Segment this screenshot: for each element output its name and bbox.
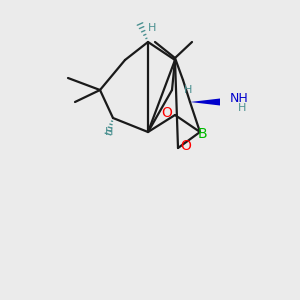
Text: NH: NH [230,92,249,104]
Text: O: O [181,139,191,153]
Text: H: H [105,127,113,137]
Polygon shape [190,98,220,106]
Text: B: B [197,127,207,141]
Text: O: O [162,106,172,120]
Text: H: H [238,103,246,113]
Text: H: H [148,23,156,33]
Text: H: H [184,85,192,95]
